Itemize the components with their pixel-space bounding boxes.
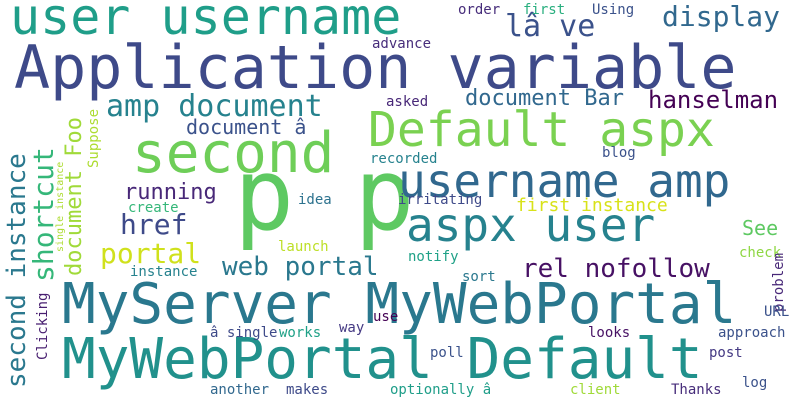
word: display xyxy=(662,0,781,33)
word: instance xyxy=(130,264,198,280)
word: Using xyxy=(592,2,635,18)
word: Application variable xyxy=(14,33,737,103)
word: username amp xyxy=(398,154,731,208)
word: use xyxy=(373,309,399,325)
word: check xyxy=(739,245,782,261)
word: running xyxy=(124,180,217,205)
word: MyServer MyWebPortal xyxy=(62,272,737,337)
word: first xyxy=(523,2,566,18)
word: first instance xyxy=(516,195,668,216)
word: sort xyxy=(462,269,496,285)
word: aspx user xyxy=(406,198,656,252)
word: launch xyxy=(278,239,329,255)
word: document â xyxy=(186,115,307,139)
word: another xyxy=(210,382,270,398)
word: shortcut xyxy=(27,147,60,282)
word: Clicking xyxy=(35,292,51,360)
word: order xyxy=(458,2,501,18)
word: post xyxy=(709,345,743,361)
word: MyWebPortal Default xyxy=(62,327,703,392)
word: hanselman xyxy=(648,86,779,114)
word: single instance xyxy=(55,161,66,252)
word: amp document xyxy=(106,89,323,124)
word: href xyxy=(120,208,188,241)
word: notify xyxy=(408,249,459,265)
word: document Bar xyxy=(465,86,624,111)
word: Suppose xyxy=(86,108,102,168)
word: recorded xyxy=(370,151,438,167)
word: irritating xyxy=(398,192,483,208)
word: rel nofollow xyxy=(522,254,710,284)
word: makes xyxy=(286,382,329,398)
word: user username xyxy=(10,0,402,46)
word: idea xyxy=(298,192,332,208)
word: second xyxy=(132,121,335,186)
word: optionally â xyxy=(390,382,492,398)
word: Thanks xyxy=(671,382,722,398)
word: poll xyxy=(430,345,464,361)
word: create xyxy=(128,200,179,216)
word: log xyxy=(742,375,768,391)
word: URL xyxy=(764,304,790,320)
word: blog xyxy=(602,145,636,161)
word: client xyxy=(570,382,621,398)
word: Default aspx xyxy=(368,102,715,158)
word: approach xyxy=(718,325,786,341)
word: looks xyxy=(588,325,631,341)
word: See xyxy=(742,216,779,240)
word: lâ ve xyxy=(505,9,596,44)
word: p p xyxy=(234,136,415,253)
word: asked xyxy=(386,94,429,110)
word: works xyxy=(279,325,322,341)
word: advance xyxy=(372,36,432,52)
word: document Foo xyxy=(62,117,87,276)
word: â single xyxy=(210,325,278,341)
word: way xyxy=(339,320,365,336)
word: web portal xyxy=(222,252,379,282)
word: portal xyxy=(100,237,202,270)
